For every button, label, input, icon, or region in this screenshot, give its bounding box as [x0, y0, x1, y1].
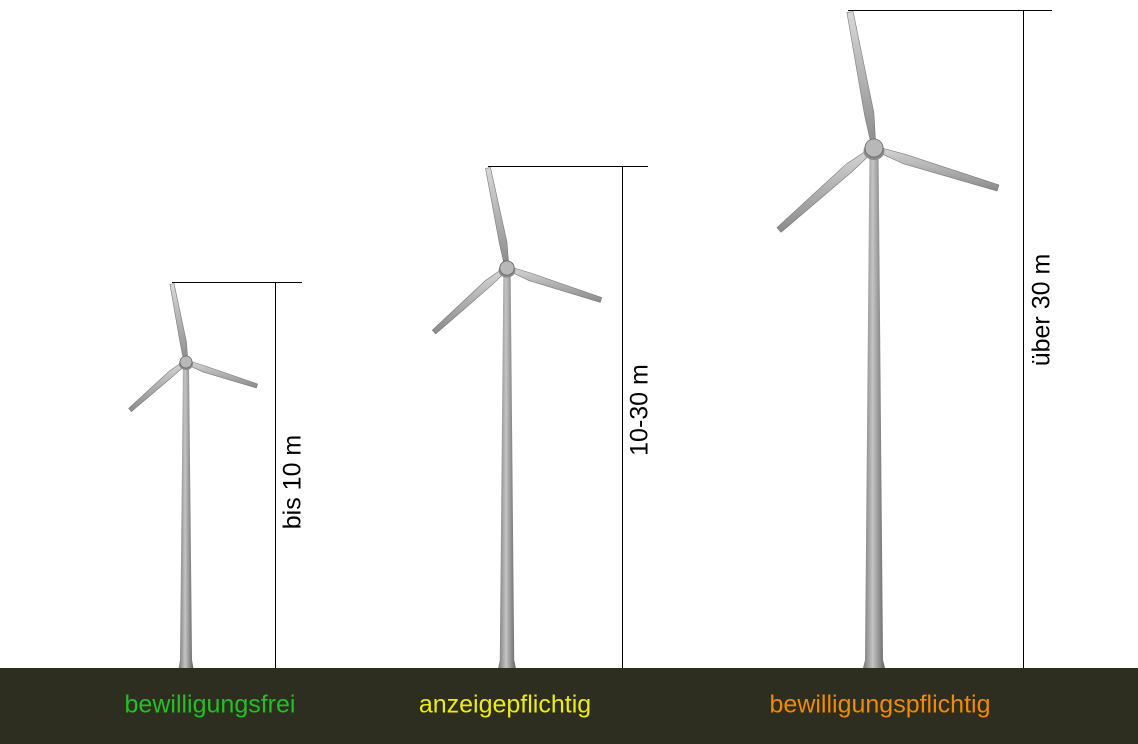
turbines: [129, 10, 1052, 672]
category-label: bewilligungspflichtig: [770, 691, 991, 719]
hub: [865, 139, 883, 157]
blade: [170, 284, 188, 363]
blade: [847, 11, 876, 148]
hub: [500, 261, 514, 275]
blade: [873, 146, 999, 191]
blade: [486, 168, 509, 269]
hub: [180, 356, 192, 368]
blade: [185, 360, 257, 388]
tower: [497, 268, 516, 672]
blade: [777, 146, 875, 232]
tower: [862, 148, 886, 672]
category-label: bewilligungsfrei: [125, 691, 296, 719]
height-label: über 30 m: [1028, 254, 1056, 367]
illustration: bis 10 m 10-30 m über 30 m bewilligungsf…: [0, 0, 1138, 744]
category-label: anzeigepflichtig: [419, 691, 591, 719]
blade: [432, 266, 508, 333]
blade: [129, 360, 188, 411]
tower: [178, 362, 194, 672]
blade: [506, 266, 601, 302]
height-label: bis 10 m: [279, 435, 307, 529]
height-label: 10-30 m: [626, 364, 654, 456]
